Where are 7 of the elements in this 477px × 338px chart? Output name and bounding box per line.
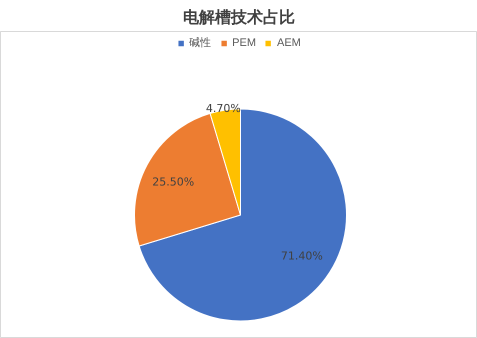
data-label: 25.50%	[152, 176, 194, 189]
legend-label: PEM	[232, 36, 256, 48]
legend-label: 碱性	[189, 36, 212, 50]
data-label: 71.40%	[280, 250, 323, 263]
chart-title: 电解槽技术占比	[183, 8, 295, 26]
data-label: 4.70%	[206, 102, 241, 115]
legend-label: AEM	[277, 36, 301, 48]
